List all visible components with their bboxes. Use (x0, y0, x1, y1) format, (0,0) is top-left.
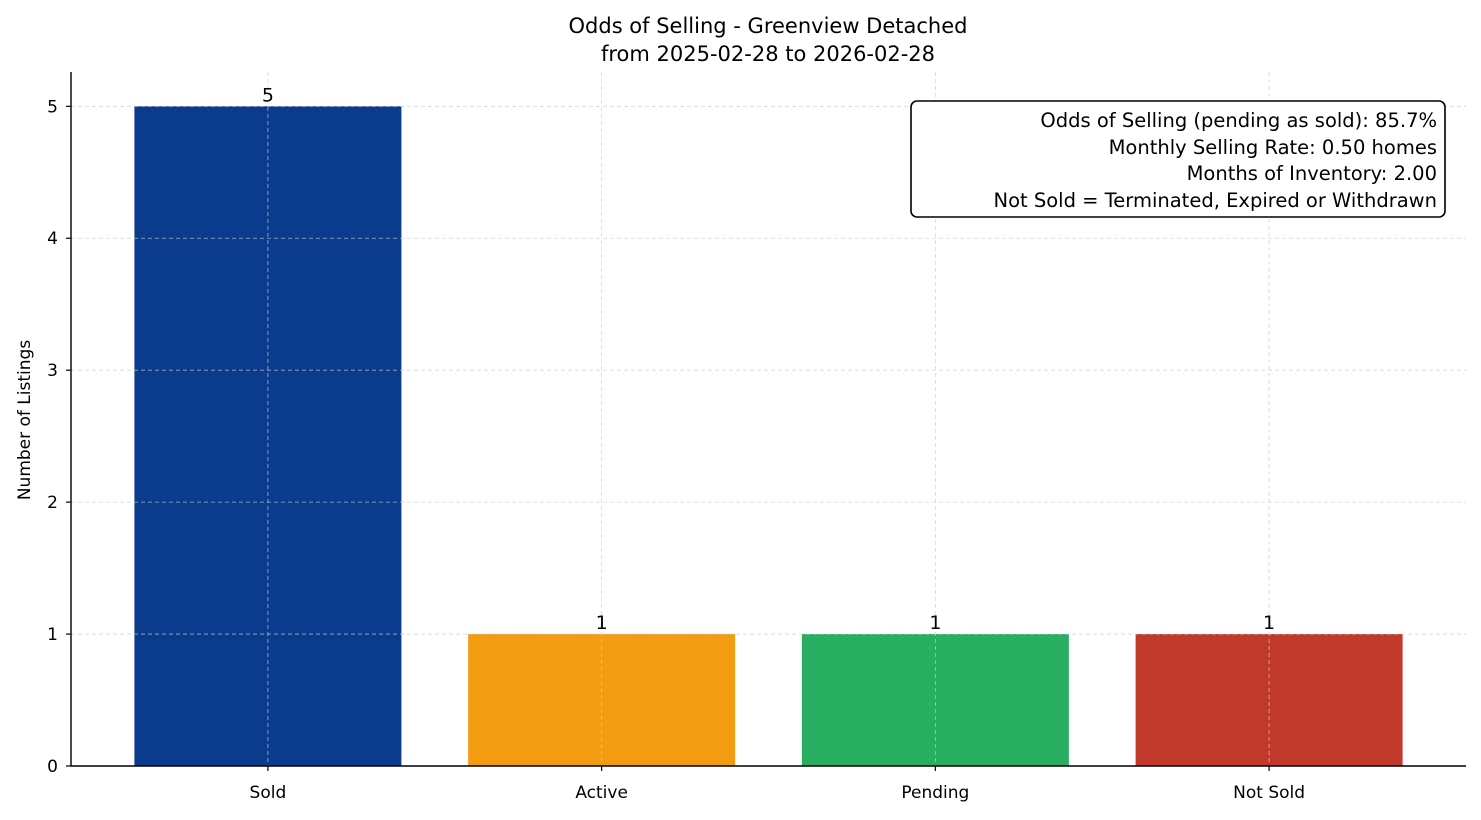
y-tick-label: 4 (47, 229, 58, 249)
chart-subtitle: from 2025-02-28 to 2026-02-28 (601, 42, 935, 66)
data-label: 5 (262, 84, 274, 106)
x-tick-label: Not Sold (1233, 783, 1305, 803)
data-label: 1 (596, 612, 608, 634)
y-tick-label: 2 (47, 493, 58, 513)
x-tick-label: Active (575, 783, 628, 803)
annotation-line-3: Months of Inventory: 2.00 (1187, 162, 1437, 185)
chart-title: Odds of Selling - Greenview Detached (569, 14, 968, 38)
x-tick-label: Pending (901, 783, 969, 803)
data-label: 1 (929, 612, 941, 634)
data-label: 1 (1263, 612, 1275, 634)
annotation-line-2: Monthly Selling Rate: 0.50 homes (1109, 136, 1437, 159)
x-tick-label: Sold (250, 783, 287, 803)
y-tick-label: 5 (47, 97, 58, 117)
annotation-line-1: Odds of Selling (pending as sold): 85.7% (1040, 109, 1437, 132)
annotation-line-4: Not Sold = Terminated, Expired or Withdr… (993, 189, 1437, 212)
y-axis-label: Number of Listings (15, 340, 35, 500)
annotation-frame (910, 100, 1446, 218)
y-tick-label: 0 (47, 757, 58, 777)
y-tick-label: 1 (47, 625, 58, 645)
y-tick-label: 3 (47, 361, 58, 381)
annotation-box: Odds of Selling (pending as sold): 85.7%… (910, 100, 1446, 218)
